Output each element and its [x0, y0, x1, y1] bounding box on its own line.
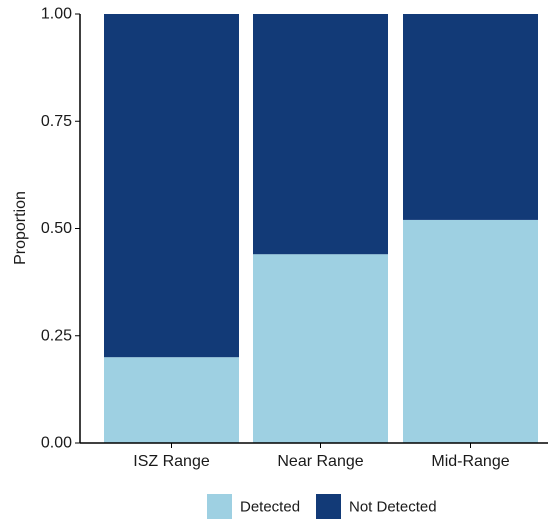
bar-isz-range-detected	[104, 357, 239, 443]
y-tick-label: 0.50	[41, 220, 72, 237]
legend-label-detected: Detected	[240, 499, 300, 516]
x-tick-label: Mid-Range	[431, 453, 509, 470]
y-axis-title: Proportion	[12, 191, 29, 265]
ticks-layer: 0.00 0.25 0.50 0.75 1.00 ISZ Range Near Range M…	[41, 6, 510, 471]
x-tick-label: Near Range	[277, 453, 363, 470]
bar-near-range-not-detected	[253, 14, 388, 255]
bar-near-range-detected	[253, 254, 388, 443]
bar-mid-range-detected	[403, 219, 538, 443]
legend: Detected Not Detected	[207, 494, 437, 519]
legend-swatch-not-detected	[316, 494, 341, 519]
y-tick-label: 1.00	[41, 6, 72, 23]
legend-label-not-detected: Not Detected	[349, 499, 437, 516]
bar-isz-range-not-detected	[104, 14, 239, 358]
y-tick-label: 0.25	[41, 327, 72, 344]
bar-mid-range-not-detected	[403, 14, 538, 220]
x-tick-label: ISZ Range	[133, 453, 210, 470]
y-tick-label: 0.00	[41, 435, 72, 452]
y-tick-label: 0.75	[41, 113, 72, 130]
bars-layer	[104, 14, 538, 443]
legend-swatch-detected	[207, 494, 232, 519]
